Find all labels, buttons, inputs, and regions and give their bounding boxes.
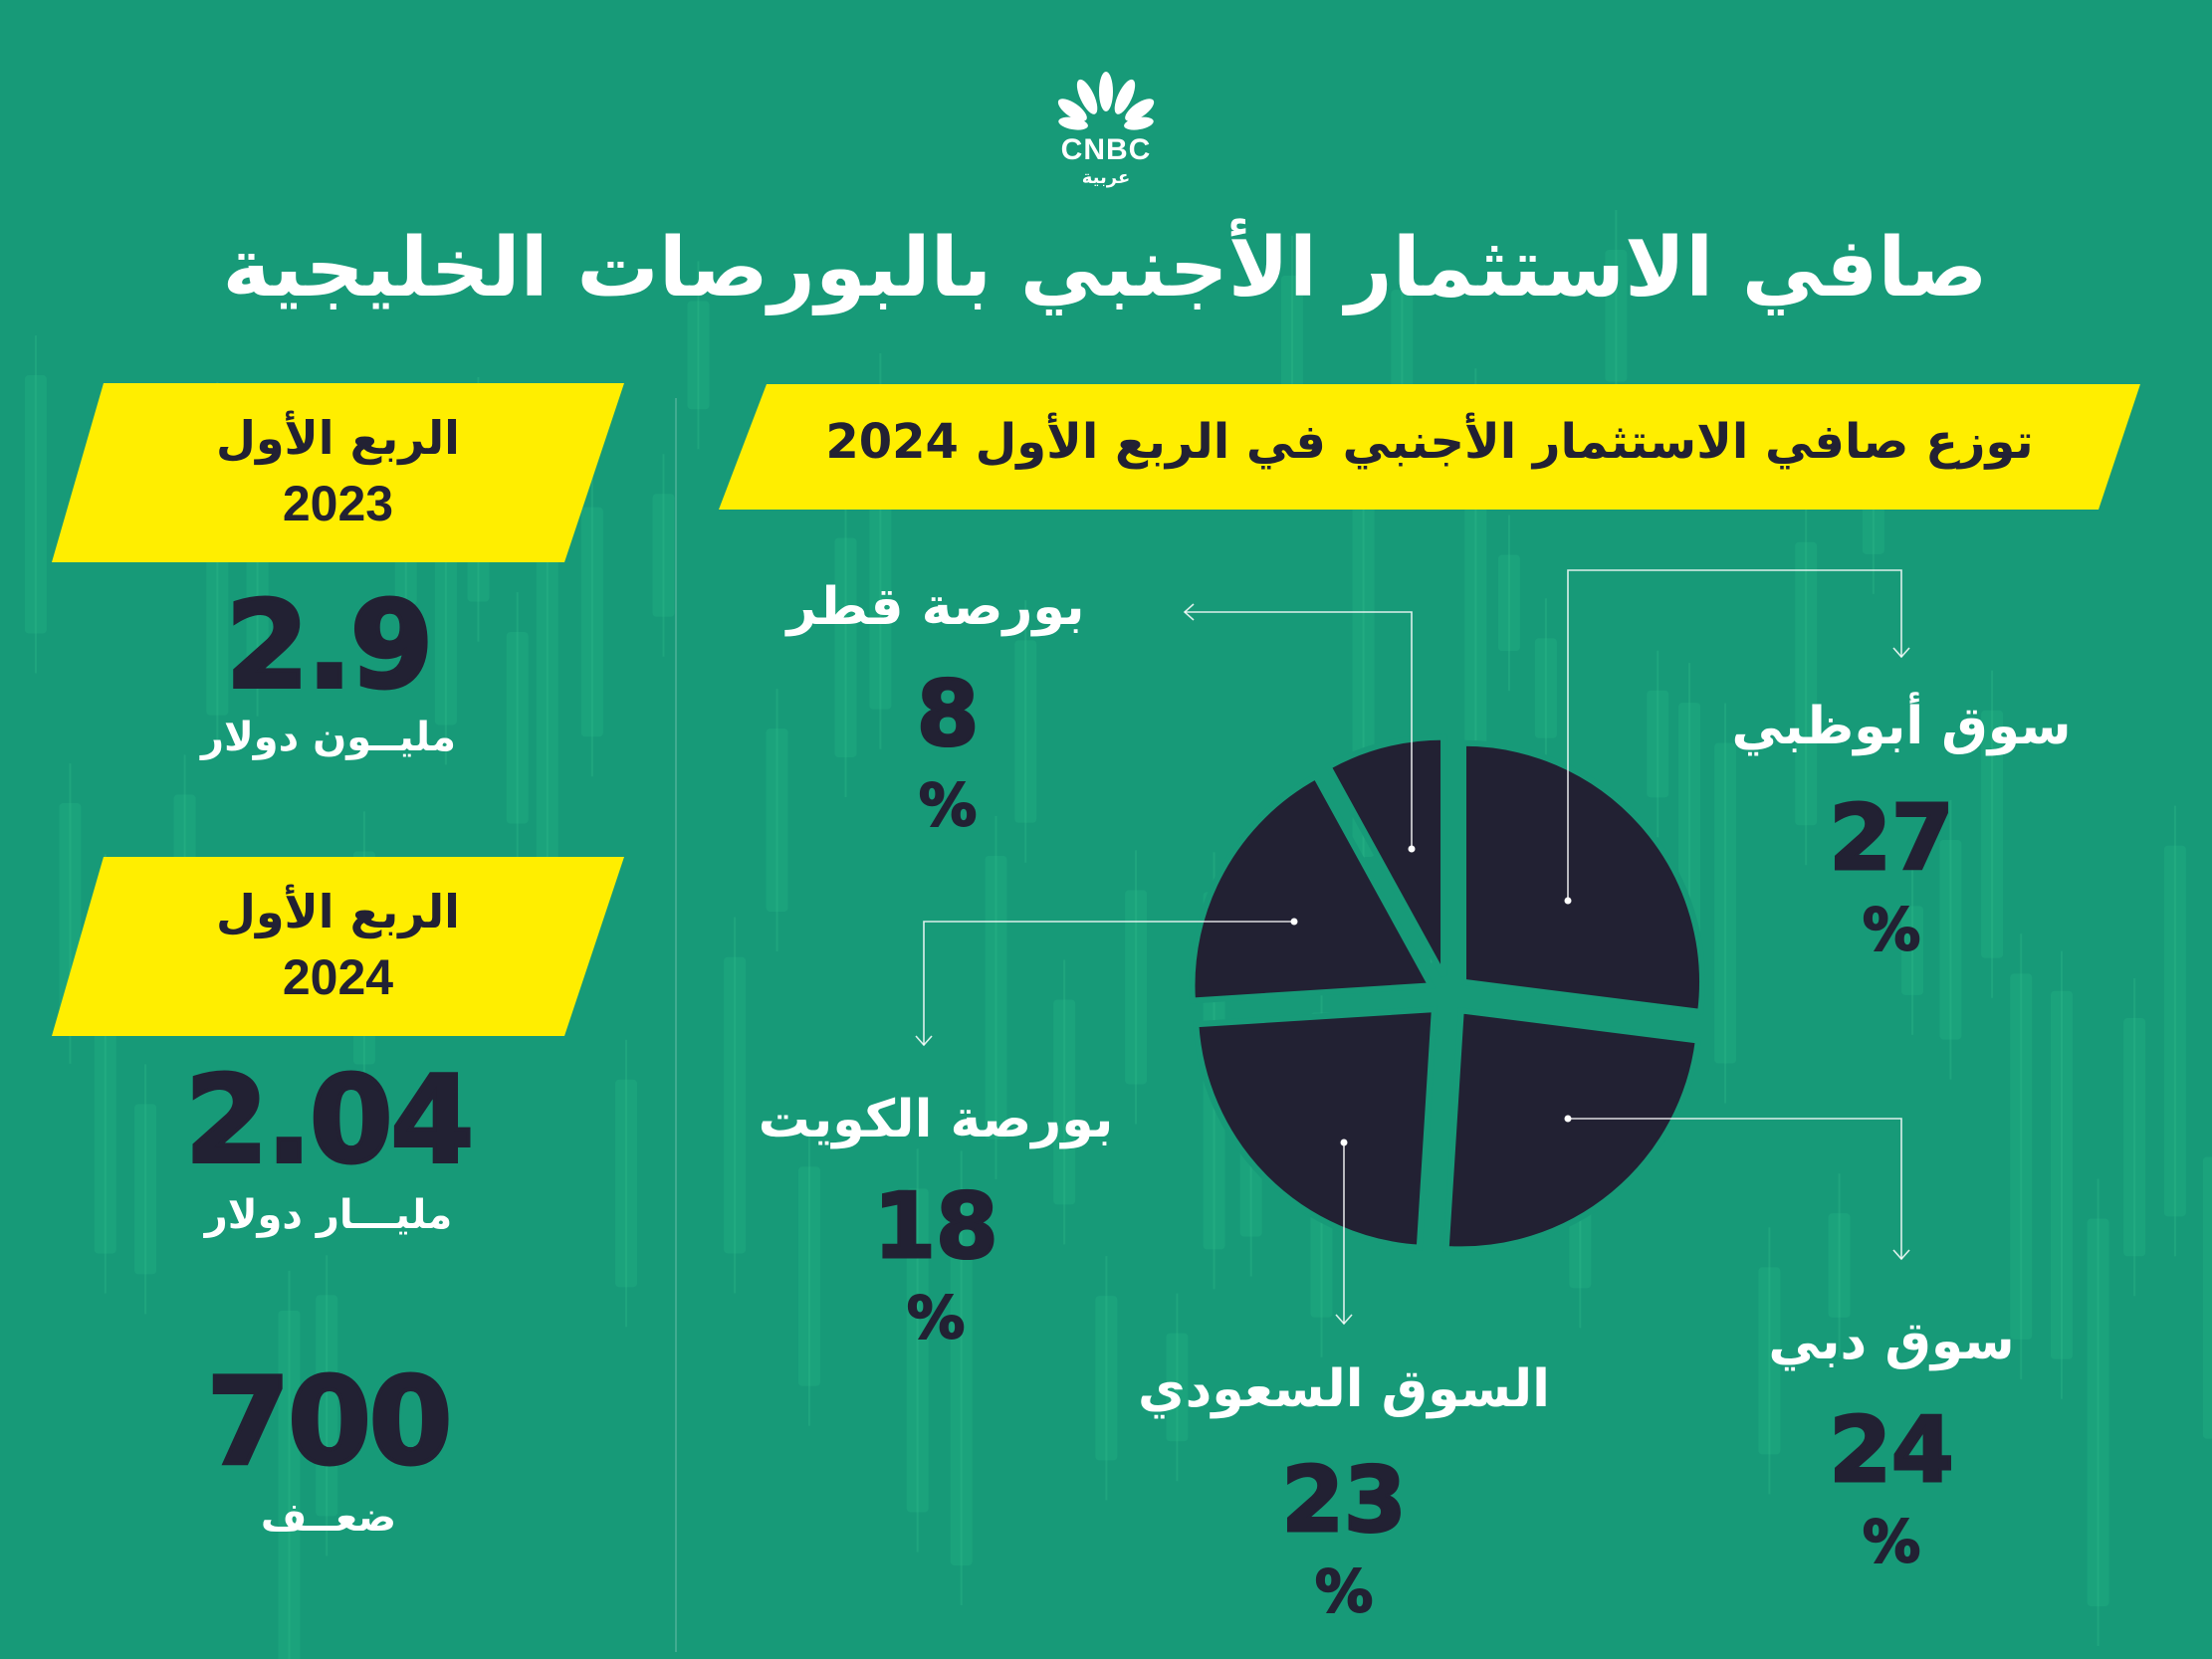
candle-decoration [834, 498, 857, 798]
unit-q1-2024: مليـــار دولار [204, 1192, 453, 1238]
candle-decoration [1125, 850, 1148, 1125]
candle-decoration [615, 1039, 638, 1328]
percent-sign-qatar: % [918, 770, 978, 840]
cnbc-logo: CNBC عربية [1051, 70, 1161, 189]
banner-shape [719, 384, 2140, 510]
candle-decoration [766, 689, 788, 952]
percent-sign-saudi: % [1314, 1556, 1374, 1626]
candle-decoration [724, 917, 747, 1294]
pie-slice-qatar [1324, 733, 1447, 978]
candle-decoration [316, 1255, 338, 1556]
value-abu-dhabi: 27 [1828, 785, 1955, 893]
banner-shape [52, 857, 624, 1036]
value-multiple: 700 [205, 1353, 455, 1492]
label-abu-dhabi: سوق أبوظبي [1731, 697, 2072, 756]
candle-decoration [1497, 515, 1520, 692]
period-year: 2024 [282, 949, 394, 1005]
banner-shape [52, 383, 624, 562]
value-q1-2023: 2.9 [224, 577, 436, 716]
period-label: الربع الأول [216, 885, 460, 938]
candle-decoration [24, 335, 47, 674]
banner-q1-2023: الربع الأول 2023 [52, 383, 624, 562]
pie-slice-saudi [1193, 1005, 1438, 1251]
banner-q1-2024: الربع الأول 2024 [52, 857, 624, 1036]
percent-sign-abu-dhabi: % [1862, 895, 1921, 964]
candle-decoration [687, 261, 710, 450]
candle-decoration [1901, 866, 1924, 1035]
candle-decoration [1939, 799, 1962, 1080]
candle-decoration [1534, 598, 1557, 778]
connector-dubai [1564, 1115, 1910, 1261]
connector-kuwait [915, 918, 1298, 1047]
peacock-icon [1057, 72, 1155, 130]
candle-decoration [1714, 703, 1737, 1104]
candle-decoration [2163, 805, 2186, 1257]
candle-decoration [2050, 950, 2073, 1399]
pie-slice-kuwait [1189, 771, 1437, 1004]
candle-decoration [278, 1270, 301, 1659]
candle-decoration [1095, 1256, 1118, 1501]
period-year: 2023 [282, 476, 394, 531]
value-dubai: 24 [1828, 1397, 1955, 1505]
candle-decoration [1053, 959, 1076, 1245]
chart-title-banner: توزع صافي الاستثمار الأجنبي في الربع الأ… [719, 384, 2140, 510]
pie-slice-dubai [1442, 1007, 1702, 1253]
candle-decoration [2202, 1156, 2212, 1439]
label-dubai: سوق دبي [1768, 1312, 2015, 1371]
candle-decoration [906, 1148, 929, 1553]
unit-q1-2023: مليــون دولار [200, 715, 457, 760]
percent-sign-dubai: % [1862, 1507, 1921, 1576]
percent-sign-kuwait: % [906, 1283, 966, 1352]
value-qatar: 8 [915, 661, 981, 768]
candle-decoration [1758, 1227, 1781, 1495]
column-divider [675, 398, 677, 1652]
candle-decoration [652, 454, 675, 657]
label-saudi: السوق السعودي [1137, 1359, 1551, 1419]
candle-decoration [1828, 1173, 1851, 1357]
label-kuwait: بورصة الكويت [758, 1090, 1114, 1149]
value-q1-2024: 2.04 [183, 1052, 476, 1190]
candle-decoration [1678, 663, 1701, 975]
label-qatar: بورصة قطر [786, 577, 1085, 637]
candle-decoration [2123, 978, 2146, 1297]
candle-decoration [1981, 670, 2004, 998]
candle-decoration [1014, 600, 1037, 863]
candle-decoration [985, 815, 1007, 1179]
logo-subtext: عربية [1081, 167, 1131, 188]
candle-decoration [536, 470, 558, 925]
connector-saudi [1335, 1139, 1353, 1326]
candle-decoration [1605, 209, 1628, 422]
candle-decoration [580, 467, 603, 777]
connector-abu-dhabi [1564, 569, 1910, 905]
unit-multiple: ضعــف [260, 1495, 397, 1541]
candle-decoration [134, 1064, 157, 1315]
candle-decoration [797, 1127, 820, 1426]
candle-decoration [2087, 1178, 2109, 1647]
value-saudi: 23 [1280, 1447, 1408, 1555]
page-title: صافي الاستثمار الأجنبي بالبورصات الخليجي… [222, 221, 1988, 315]
chart-title: توزع صافي الاستثمار الأجنبي في الربع الأ… [825, 414, 2034, 470]
candle-decoration [1647, 650, 1669, 838]
candle-decoration [1166, 1293, 1189, 1482]
period-label: الربع الأول [216, 411, 460, 465]
candle-decoration [2010, 933, 2033, 1379]
candle-decoration [1795, 502, 1818, 866]
candle-decoration [950, 1150, 973, 1606]
logo-text: CNBC [1060, 133, 1152, 166]
value-kuwait: 18 [872, 1173, 999, 1281]
candle-decoration [506, 592, 529, 864]
connector-qatar [1183, 603, 1416, 853]
pie-slice-abu-dhabi [1460, 739, 1705, 1016]
